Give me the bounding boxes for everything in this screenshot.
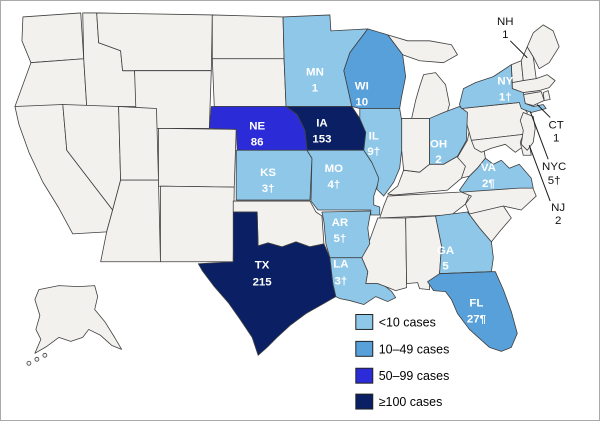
callout-lines [509,40,551,202]
state-fl [427,271,518,352]
state-label-mn: MN 1 [306,67,324,95]
legend-label-lt10: <10 cases [379,315,436,329]
legend-label-10-49: 10–49 cases [379,342,450,356]
callout-label-ct: CT 1 [549,119,564,144]
state-label-il: IL 9† [367,130,380,158]
state-label-ia: IA 153 [312,117,331,145]
legend-label-gte100: ≥100 cases [379,395,443,409]
callout-line-nyc [529,111,549,160]
state-mo [306,149,381,216]
legend-swatch-10-49 [355,340,374,357]
callout-label-nh: NH 1 [497,16,514,41]
state-il [359,108,403,197]
state-ak [34,285,122,354]
state-label-wi: WI 10 [355,81,369,109]
state-label-tx: TX 215 [253,260,273,289]
ak-aleutian-island [42,352,48,358]
ak-aleutian-island [34,356,40,362]
legend-swatch-50-99 [355,367,374,384]
state-label-ga: GA 5 [437,245,454,273]
state-ut [118,106,159,181]
state-nd [211,14,285,60]
state-co [158,127,237,188]
state-label-ks: KS 3† [260,167,276,195]
callout-line-nj [528,145,551,202]
state-mi-upper [387,34,458,64]
state-oh [429,106,468,165]
callout-line-ct [536,104,551,118]
state-label-ny: NY 1† [497,76,513,104]
state-nm [160,185,235,263]
state-va [459,157,534,193]
state-mi [411,72,450,119]
legend-swatch-gte100 [355,393,374,410]
state-tx [197,211,337,356]
no-case-states [14,12,560,366]
callout-labels: NH 1 CT 1 NYC 5† NJ 2 [497,16,566,227]
state-label-fl: FL 27¶ [467,298,486,326]
state-wa [21,12,85,64]
state-label-la: LA 3† [333,259,348,288]
state-label-ca: CA [20,165,37,177]
state-ri [542,90,551,101]
state-ms [361,217,408,292]
state-label-ne: NE 86 [249,120,265,148]
state-label-va: VA 2¶ [481,162,496,190]
case-states [197,14,547,356]
state-ga [435,211,494,275]
callout-label-nyc: NYC 5† [542,161,566,187]
state-la [329,257,397,305]
state-me [526,24,560,70]
state-label-ar: AR 5† [332,217,349,245]
legend-swatch-lt10 [355,314,374,330]
legend-label-50-99: 50–99 cases [379,369,450,383]
legend: <10 cases 10–49 cases 50–99 cases ≥100 c… [355,314,450,410]
state-sd [211,58,287,107]
callout-label-nj: NJ 2 [551,202,565,227]
state-label-mo: MO 4† [325,163,344,191]
state-or [14,58,88,107]
state-ct [522,91,545,106]
state-ny [459,64,547,113]
ak-aleutian-island [26,360,32,366]
state-label-oh: OH 2 [430,138,447,166]
state-labels: MN 1 WI 10 NY 1† NE 86 IA 153 IL 9† OH 2 KS 3† M… [20,67,514,326]
callout-line-nh [509,40,528,59]
state-in [401,118,430,173]
